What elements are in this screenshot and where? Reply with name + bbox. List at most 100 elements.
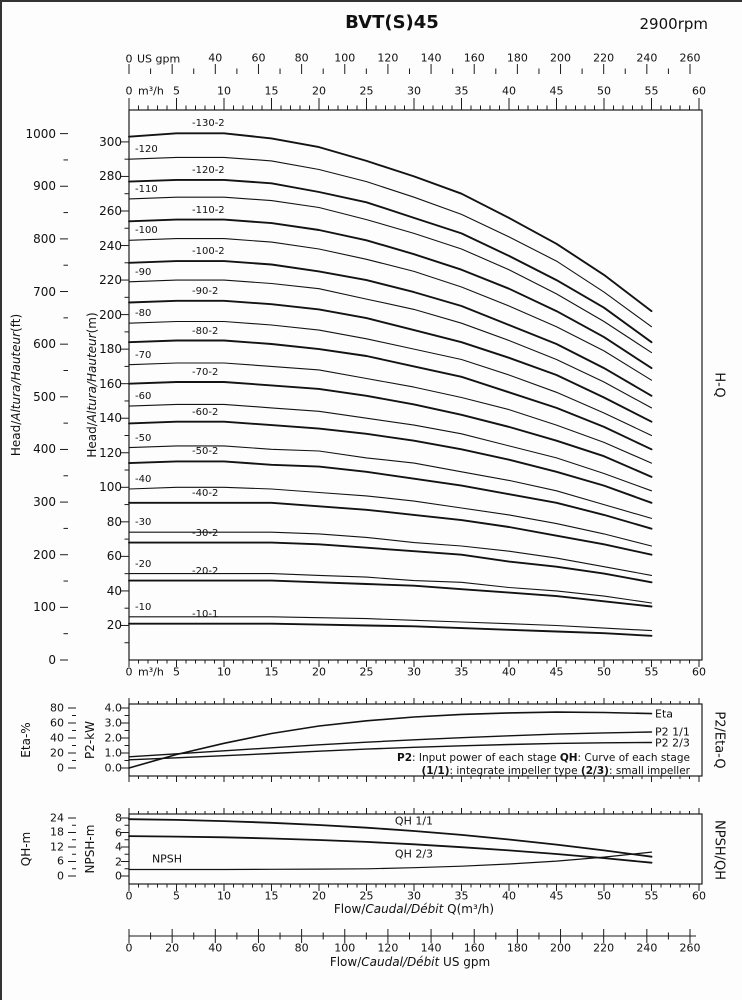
head-ft-tick-label: 200 [33, 547, 56, 562]
eta-tick-label: 20 [50, 746, 64, 760]
hq-curve [128, 616, 653, 632]
hq-curve [128, 460, 653, 530]
m3h-tick-label: 50 [597, 84, 611, 98]
gpm-tick-label: 240 [636, 941, 658, 955]
hq-curve [128, 381, 653, 478]
m3h-tick-label: 20 [312, 889, 326, 903]
hq-curve-label: -60-2 [192, 406, 219, 418]
m3h-tick-label: 15 [264, 889, 279, 903]
hq-curve-label: -50 [135, 432, 152, 444]
gpm-tick-label: 260 [679, 51, 701, 65]
flow-gpm-t1: Flow/ [329, 955, 362, 969]
note-t2: : Curve of each stage [577, 752, 690, 764]
hq-curve-label: -30-2 [192, 527, 219, 539]
gpm-tick-label: 180 [506, 941, 528, 955]
head-m-t3: (m) [85, 312, 99, 334]
head-m-axis-title: Head/Altura/Hauteur(m) [85, 312, 99, 457]
gpm-tick-label: 0 [125, 941, 133, 955]
npsh-axis-title: NPSH-m [83, 824, 97, 874]
m3h-tick-label: 10 [217, 889, 231, 903]
m3h-tick-label: 25 [359, 84, 374, 98]
npsh-tick-label: 4 [115, 840, 122, 854]
hq-curve-label: -110 [135, 183, 158, 195]
head-ft-tick-label: 300 [33, 495, 56, 510]
m3h-tick-label: 45 [549, 889, 564, 903]
p2-tick-label: 1.0 [104, 746, 123, 760]
head-m-t2: Altura/Hauteur [85, 333, 99, 423]
npshqh-curve-label: QH 1/1 [394, 814, 434, 828]
m3h-tick-label: 40 [502, 889, 516, 903]
hq-curve [128, 320, 653, 437]
hq-curve [128, 279, 653, 409]
p2eta-curve [128, 731, 653, 758]
eta-axis-title: Eta-% [19, 722, 33, 758]
gpm-tick-label: 120 [377, 51, 399, 65]
hq-curve [128, 573, 653, 604]
hq-curve [128, 541, 653, 584]
note-t3: : integrate impeller type [449, 764, 581, 777]
head-m-tick-label: 160 [99, 376, 122, 391]
hq-curve-label: -120-2 [192, 164, 225, 176]
note-11: (1/1) [421, 764, 450, 777]
flow-gpm-t3: US gpm [439, 955, 491, 969]
top-gpm-unit: US gpm [137, 52, 181, 66]
note-t1: : Input power of each stage [412, 752, 560, 764]
head-ft-tick-label: 0 [48, 653, 56, 667]
head-ft-tick-label: 600 [33, 337, 56, 352]
head-m-tick-label: 180 [99, 342, 122, 357]
head-m-tick-label: 120 [99, 445, 122, 460]
hq-curve [128, 486, 653, 547]
eta-tick-label: 0 [57, 761, 64, 775]
hq-curve-label: -110-2 [192, 204, 225, 216]
hq-curve [128, 196, 653, 354]
m3h-tick-label: 45 [549, 84, 564, 98]
gpm-tick-label: 120 [377, 941, 399, 955]
npshqh-curve [128, 851, 653, 871]
flow-gpm-axis-title: Flow/Caudal/Débit US gpm [330, 955, 490, 969]
panel-frame [128, 109, 703, 661]
m3h-tick-label: 40 [502, 84, 516, 98]
hq-curve [128, 579, 653, 608]
head-m-t1: Head/ [85, 422, 99, 458]
qh-tick-label: 18 [50, 825, 64, 839]
gpm-tick-label: 140 [420, 51, 442, 65]
m3h-tick-label: 10 [217, 665, 231, 679]
eta-tick-label: 60 [50, 716, 64, 730]
head-m-tick-label: 280 [99, 169, 122, 184]
hq-curve [128, 299, 653, 423]
m3h-tick-label: 5 [173, 84, 180, 98]
p2eta-curve [128, 741, 653, 761]
head-m-tick-label: 240 [99, 238, 122, 253]
gpm-tick-label: 40 [208, 51, 223, 65]
m3h-tick-label: 30 [407, 84, 421, 98]
flow-m3h-t2: Caudal/Débit [365, 902, 444, 916]
npsh-tick-label: 0 [115, 869, 122, 883]
npsh-tick-label: 6 [115, 826, 122, 839]
qh-axis-title: QH-m [19, 831, 33, 867]
head-m-tick-label: 140 [99, 411, 122, 426]
m3h-tick-label: 25 [359, 889, 374, 903]
head-m-tick-label: 220 [99, 273, 122, 288]
hq-curve-label: -70 [135, 349, 152, 361]
m3h-tick-label: 50 [597, 665, 611, 679]
hq-curve-label: -80 [135, 308, 152, 320]
m3h-tick-label: 40 [502, 665, 516, 679]
hq-curve-label: -90 [135, 266, 152, 278]
gpm-tick-label: 20 [165, 941, 180, 955]
top-gpm-zero: 0 [125, 52, 133, 66]
note-p2: P2 [397, 752, 413, 764]
head-m-tick-label: 80 [106, 514, 122, 529]
hq-curve [128, 531, 653, 576]
flow-gpm-t2: Caudal/Débit [361, 955, 440, 969]
m3h-tick-label: 55 [644, 665, 659, 679]
hq-curve-label: -20 [135, 558, 152, 570]
panel-frame [128, 703, 703, 777]
gpm-tick-label: 140 [420, 941, 442, 955]
panel-label-npshqh: NPSH/QH [711, 820, 727, 880]
gpm-tick-label: 160 [463, 51, 485, 65]
note-23: (2/3) [580, 764, 609, 777]
gpm-tick-label: 60 [251, 51, 266, 65]
eta-tick-label: 80 [50, 701, 64, 715]
npshqh-curve [128, 818, 653, 858]
gpm-tick-label: 240 [636, 51, 658, 65]
